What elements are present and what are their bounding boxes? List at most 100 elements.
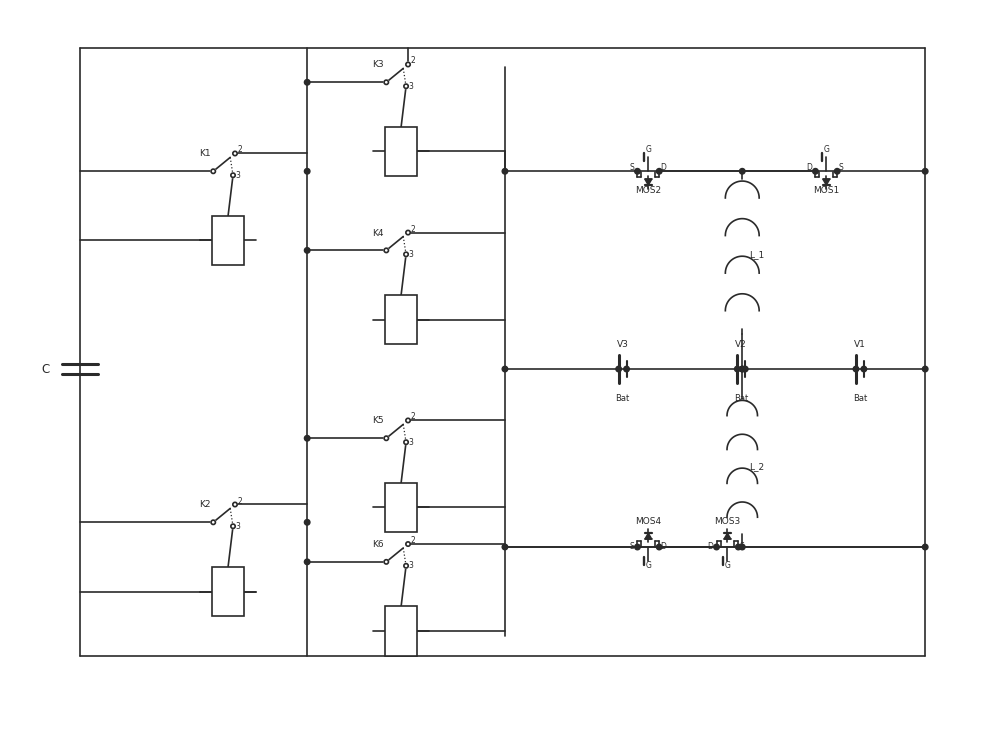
Polygon shape: [645, 179, 652, 185]
Text: K6: K6: [372, 540, 383, 549]
Circle shape: [739, 168, 745, 174]
Circle shape: [656, 545, 662, 550]
Text: 3: 3: [409, 250, 413, 259]
Circle shape: [384, 248, 388, 252]
Circle shape: [502, 366, 508, 372]
Text: K1: K1: [199, 150, 210, 158]
Circle shape: [739, 366, 745, 372]
Bar: [385, 483, 417, 532]
Circle shape: [861, 366, 867, 372]
Circle shape: [384, 436, 388, 440]
Text: S: S: [739, 542, 744, 551]
Text: S: S: [629, 163, 634, 172]
Circle shape: [384, 559, 388, 564]
Text: G: G: [725, 561, 731, 570]
Polygon shape: [645, 533, 652, 539]
Circle shape: [813, 168, 818, 174]
Bar: [385, 295, 417, 344]
Circle shape: [739, 366, 745, 372]
Circle shape: [211, 520, 215, 525]
Circle shape: [502, 168, 508, 174]
Circle shape: [404, 440, 408, 444]
Circle shape: [304, 248, 310, 253]
Text: 3: 3: [409, 437, 413, 446]
Circle shape: [304, 435, 310, 441]
Circle shape: [406, 231, 410, 235]
Circle shape: [404, 252, 408, 257]
Circle shape: [304, 168, 310, 174]
Circle shape: [231, 524, 235, 528]
Text: V3: V3: [617, 340, 629, 349]
Text: 2: 2: [237, 496, 242, 505]
Text: MOS3: MOS3: [714, 517, 741, 526]
Circle shape: [834, 168, 840, 174]
Text: 2: 2: [411, 225, 415, 234]
Text: 2: 2: [411, 412, 415, 421]
Text: V2: V2: [735, 340, 747, 349]
Circle shape: [739, 545, 745, 550]
Text: Bat: Bat: [615, 394, 630, 403]
Text: K2: K2: [199, 501, 210, 510]
Text: MOS2: MOS2: [635, 186, 661, 195]
Circle shape: [231, 173, 235, 177]
Circle shape: [714, 545, 719, 550]
Text: 3: 3: [235, 522, 240, 530]
Text: D: D: [660, 163, 666, 172]
Polygon shape: [823, 179, 830, 185]
Circle shape: [406, 418, 410, 423]
Circle shape: [404, 564, 408, 568]
Text: C: C: [41, 362, 49, 376]
Circle shape: [304, 559, 310, 565]
Text: 3: 3: [409, 82, 413, 91]
Text: 3: 3: [235, 170, 240, 180]
Text: D: D: [660, 542, 666, 551]
Circle shape: [384, 80, 388, 85]
Circle shape: [233, 502, 237, 507]
Circle shape: [735, 366, 740, 372]
Circle shape: [853, 366, 859, 372]
Circle shape: [736, 545, 741, 550]
Circle shape: [656, 168, 662, 174]
Text: Bat: Bat: [734, 394, 748, 403]
Polygon shape: [724, 533, 731, 539]
Text: G: G: [824, 145, 830, 154]
Circle shape: [406, 542, 410, 546]
Circle shape: [624, 366, 629, 372]
Text: MOS4: MOS4: [635, 517, 661, 526]
Text: K5: K5: [372, 417, 383, 426]
Circle shape: [635, 545, 640, 550]
Circle shape: [635, 168, 640, 174]
Bar: [385, 606, 417, 655]
Text: K4: K4: [372, 228, 383, 237]
Text: D: D: [806, 163, 812, 172]
Circle shape: [211, 169, 215, 173]
Text: 3: 3: [409, 561, 413, 571]
Text: S: S: [629, 542, 634, 551]
Text: S: S: [838, 163, 843, 172]
Text: G: G: [646, 145, 652, 154]
Circle shape: [304, 80, 310, 85]
Circle shape: [502, 545, 508, 550]
Bar: [212, 567, 244, 616]
Text: V1: V1: [854, 340, 866, 349]
Text: K3: K3: [372, 60, 383, 69]
Circle shape: [922, 366, 928, 372]
Text: G: G: [646, 561, 652, 570]
Bar: [212, 216, 244, 265]
Circle shape: [404, 84, 408, 89]
Text: 2: 2: [411, 536, 415, 545]
Bar: [385, 126, 417, 176]
Text: MOS1: MOS1: [813, 186, 839, 195]
Text: Bat: Bat: [853, 394, 867, 403]
Text: D: D: [707, 542, 713, 551]
Text: 2: 2: [411, 57, 415, 65]
Circle shape: [406, 62, 410, 67]
Circle shape: [922, 168, 928, 174]
Circle shape: [922, 545, 928, 550]
Circle shape: [616, 366, 621, 372]
Circle shape: [742, 366, 748, 372]
Text: L_2: L_2: [749, 462, 764, 471]
Circle shape: [233, 151, 237, 155]
Circle shape: [304, 519, 310, 525]
Text: 2: 2: [237, 146, 242, 155]
